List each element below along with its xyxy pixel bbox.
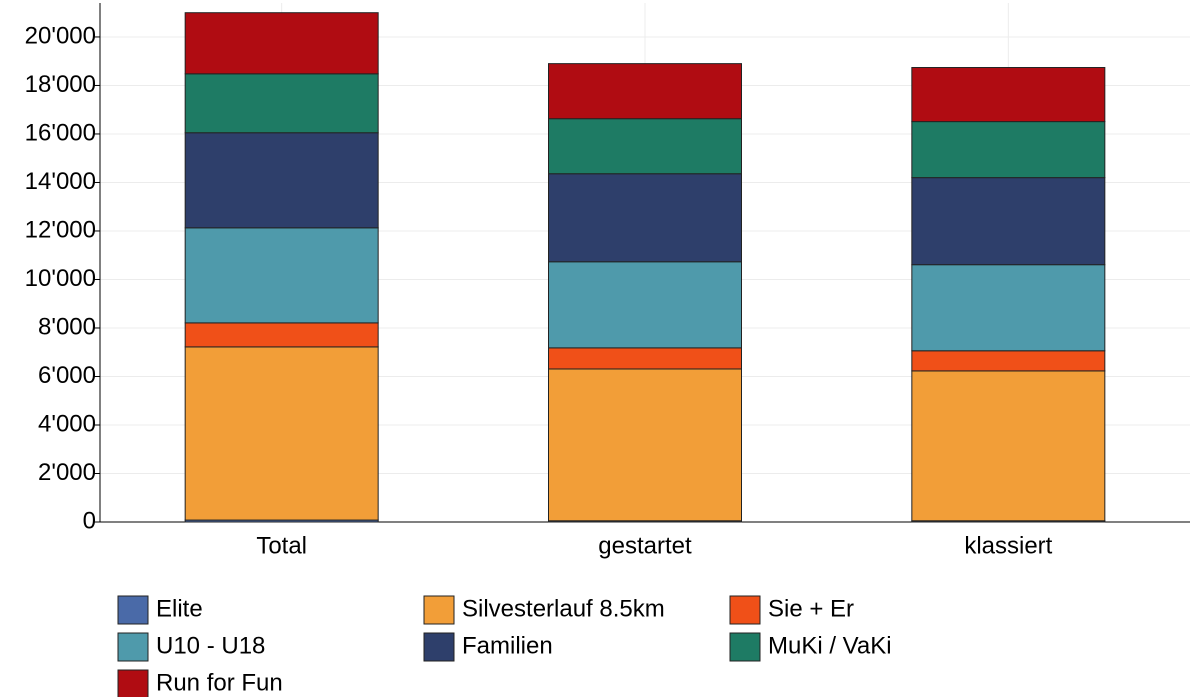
legend-label: U10 - U18	[156, 632, 265, 659]
legend-label: Sie + Er	[768, 595, 854, 622]
y-tick-label: 20'000	[25, 22, 96, 49]
bar-segment	[184, 132, 379, 229]
bar-segment	[548, 261, 742, 349]
y-tick-label: 4'000	[38, 410, 96, 437]
y-tick-label: 0	[83, 507, 96, 534]
x-tick-label: Total	[256, 532, 307, 559]
bar-segment	[548, 173, 742, 263]
bar-segment	[548, 368, 742, 522]
y-tick-label: 2'000	[38, 459, 96, 486]
legend-swatch	[729, 595, 761, 625]
legend-label: Run for Fun	[156, 669, 283, 696]
y-tick-label: 18'000	[25, 71, 96, 98]
bar-segment	[184, 322, 379, 348]
legend-swatch	[729, 632, 761, 662]
bar-segment	[911, 67, 1106, 123]
bar-segment	[184, 73, 379, 134]
y-tick-label: 8'000	[38, 313, 96, 340]
bar-segment	[911, 350, 1106, 372]
bar-segment	[911, 370, 1106, 522]
legend-swatch	[117, 595, 149, 625]
x-tick-label: gestartet	[598, 532, 692, 559]
legend-swatch	[117, 669, 149, 697]
legend-swatch	[423, 632, 455, 662]
bar-segment	[548, 63, 742, 120]
y-tick-label: 16'000	[25, 119, 96, 146]
legend-label: MuKi / VaKi	[768, 632, 892, 659]
bar-segment	[548, 118, 742, 175]
legend-swatch	[117, 632, 149, 662]
y-tick-label: 14'000	[25, 168, 96, 195]
legend-label: Silvesterlauf 8.5km	[462, 595, 665, 622]
legend-swatch	[423, 595, 455, 625]
bar-segment	[548, 347, 742, 370]
bar-segment	[911, 121, 1106, 179]
legend-label: Familien	[462, 632, 553, 659]
y-tick-label: 10'000	[25, 265, 96, 292]
y-tick-label: 6'000	[38, 362, 96, 389]
bar-segment	[184, 346, 379, 521]
bar-segment	[184, 227, 379, 324]
bar-segment	[184, 12, 379, 75]
bar-segment	[911, 264, 1106, 352]
legend-label: Elite	[156, 595, 203, 622]
bar-segment	[911, 177, 1106, 266]
y-tick-label: 12'000	[25, 216, 96, 243]
x-tick-label: klassiert	[964, 532, 1052, 559]
